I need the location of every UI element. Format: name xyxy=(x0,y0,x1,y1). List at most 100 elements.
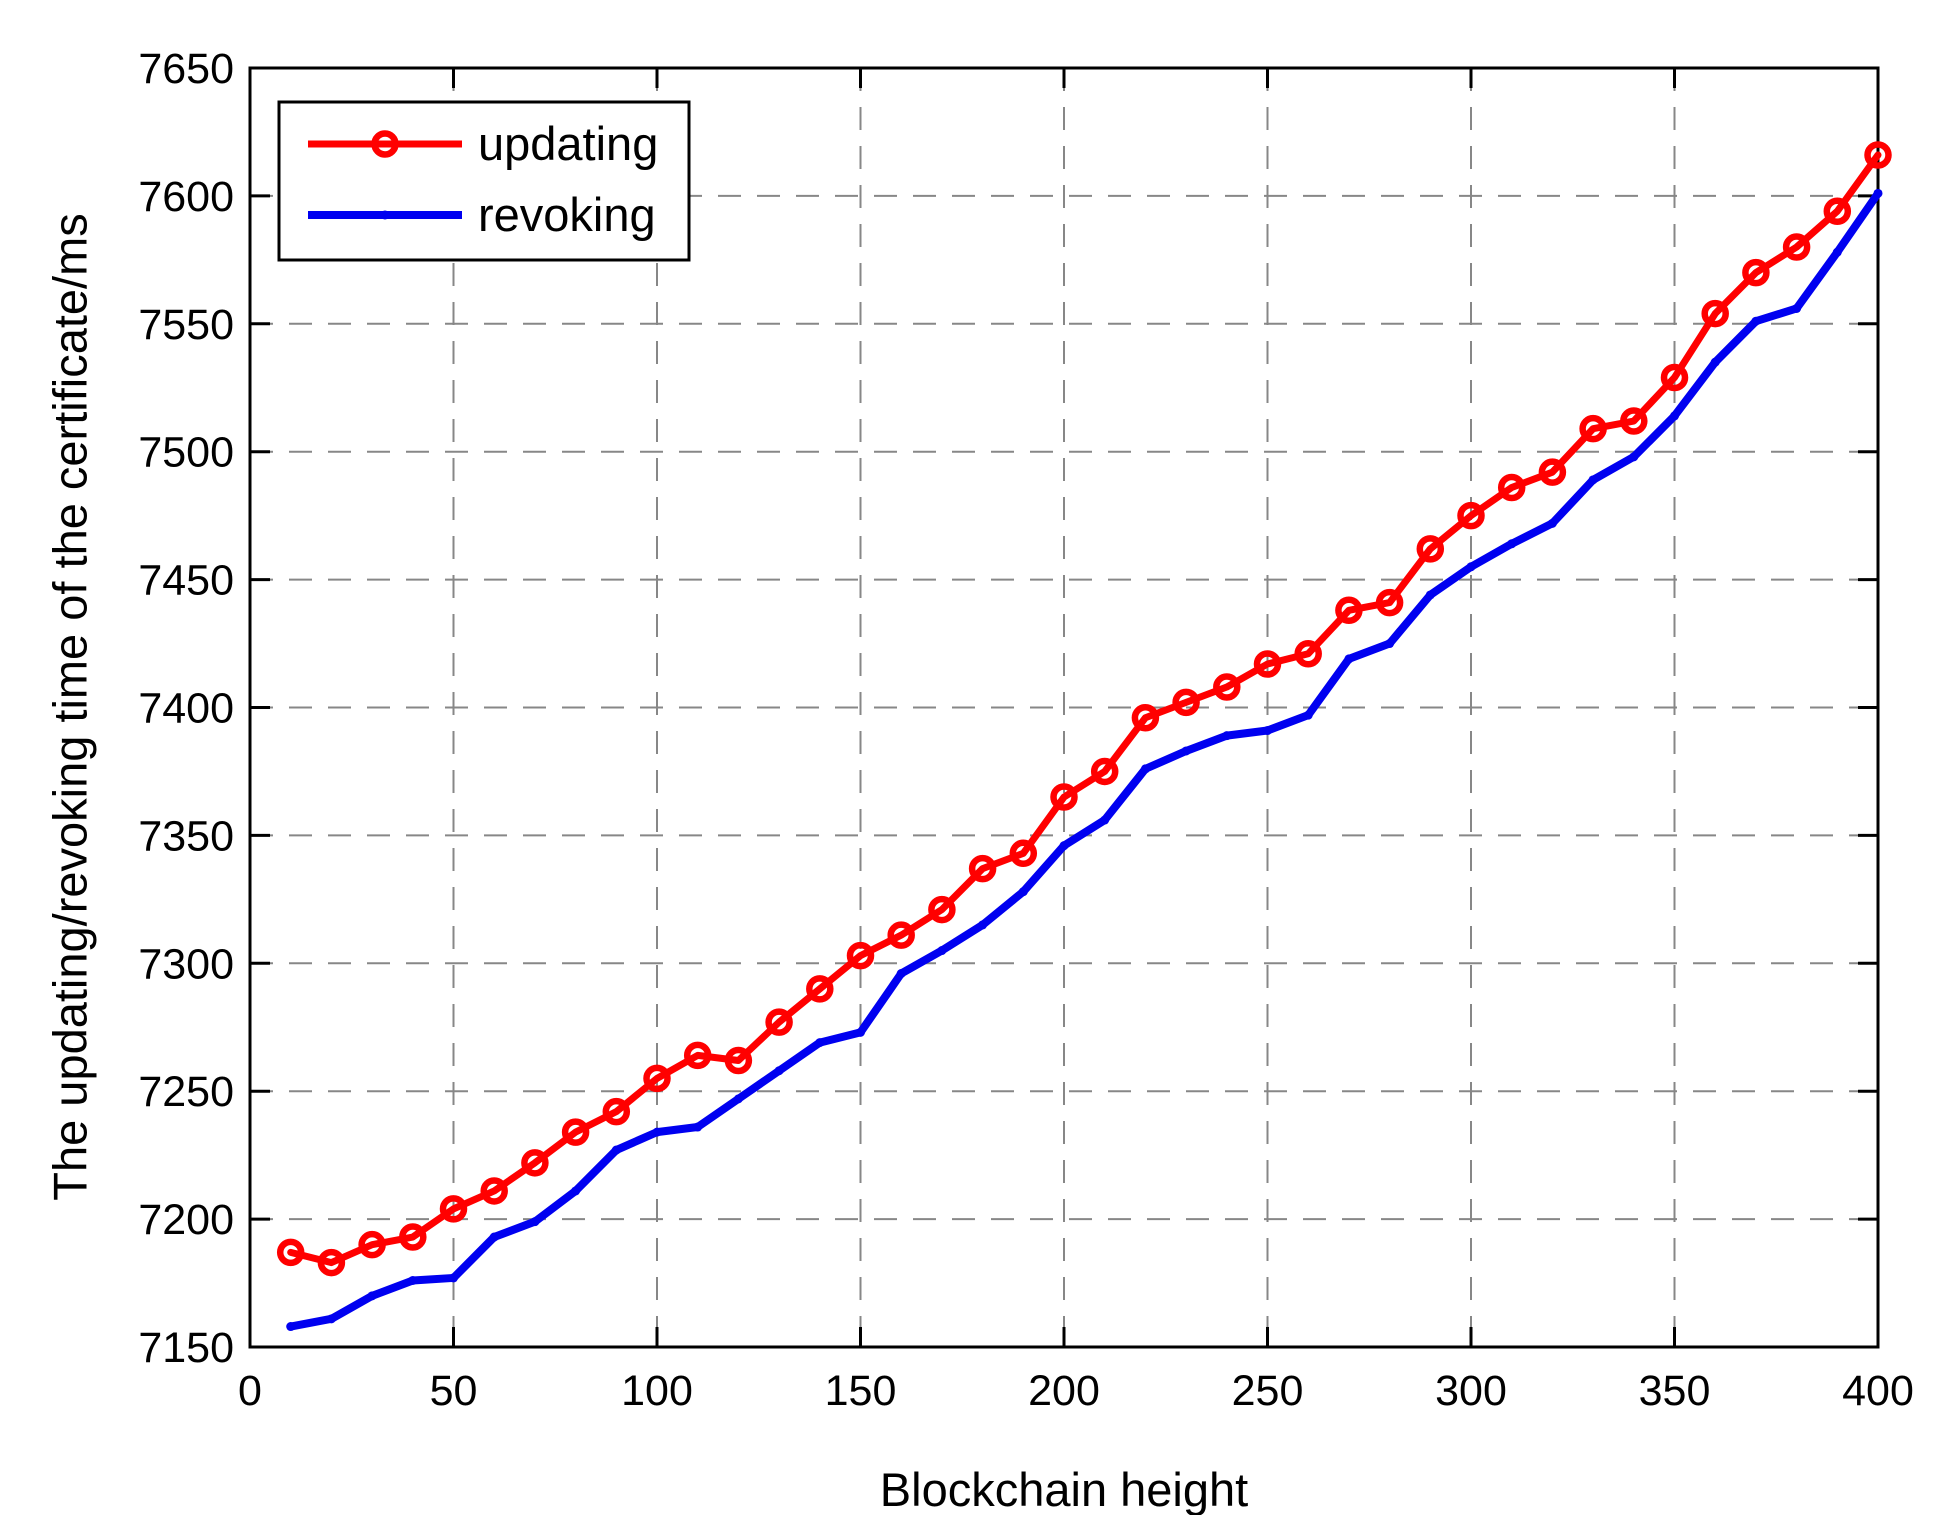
series-revoking-marker xyxy=(611,1145,621,1155)
x-tick-label: 350 xyxy=(1639,1367,1711,1415)
x-tick-label: 400 xyxy=(1842,1367,1914,1415)
y-tick-label: 7350 xyxy=(138,812,234,860)
series-revoking-marker xyxy=(937,946,947,956)
y-tick-label: 7600 xyxy=(138,173,234,221)
series-revoking-marker xyxy=(1181,746,1191,756)
series-updating-marker xyxy=(1335,596,1363,625)
series-updating-marker xyxy=(1416,535,1445,563)
series-updating-marker xyxy=(1050,783,1078,811)
series-updating-marker xyxy=(602,1097,631,1126)
series-updating-marker xyxy=(1579,414,1607,443)
series-updating-marker xyxy=(561,1118,590,1146)
series-revoking-marker xyxy=(1100,815,1110,825)
series-revoking-marker xyxy=(449,1273,458,1283)
series-revoking-marker xyxy=(1832,247,1842,257)
series-updating-marker xyxy=(1375,588,1404,617)
series-updating-marker xyxy=(1131,703,1160,732)
series-updating-marker xyxy=(480,1177,508,1205)
legend-box xyxy=(277,100,691,262)
series-updating-marker xyxy=(358,1230,386,1259)
series-updating-marker xyxy=(887,921,915,949)
series-revoking-marker xyxy=(733,1094,743,1104)
series-revoking-marker xyxy=(367,1291,377,1301)
series-revoking-marker xyxy=(693,1122,703,1132)
series-revoking-marker xyxy=(1344,654,1354,664)
series-revoking-marker xyxy=(1385,639,1395,649)
series-revoking-marker xyxy=(1670,411,1679,421)
series-revoking-marker xyxy=(896,969,906,979)
y-tick-label: 7550 xyxy=(138,301,234,349)
y-tick-label: 7250 xyxy=(138,1068,234,1116)
series-revoking-marker xyxy=(1792,303,1802,313)
x-tick-label: 150 xyxy=(825,1367,897,1415)
series-updating-marker xyxy=(1090,757,1119,786)
series-updating-marker xyxy=(317,1248,346,1277)
legend-label-updating: updating xyxy=(478,117,658,170)
y-tick-label: 7200 xyxy=(138,1196,234,1244)
series-updating-marker xyxy=(928,895,956,924)
series-revoking-marker xyxy=(1629,452,1639,462)
series-updating-marker xyxy=(1172,688,1200,717)
series-revoking-marker xyxy=(978,920,988,930)
series-updating-marker xyxy=(276,1238,305,1267)
series-updating-marker xyxy=(765,1008,793,1036)
y-tick-label: 7150 xyxy=(138,1324,234,1372)
series-updating-line xyxy=(287,151,1882,1267)
legend-sample-marker xyxy=(380,210,390,220)
series-updating-marker xyxy=(1457,501,1485,530)
x-tick-label: 300 xyxy=(1435,1367,1507,1415)
series-revoking-marker xyxy=(1547,518,1557,528)
series-updating-marker xyxy=(1742,258,1770,287)
series-revoking-marker xyxy=(286,1322,296,1332)
series-updating-marker xyxy=(439,1195,468,1223)
y-tick-label: 7650 xyxy=(138,45,234,93)
series-revoking-marker xyxy=(1710,357,1720,367)
series-updating-marker xyxy=(683,1041,712,1070)
series-updating-marker xyxy=(1782,233,1811,261)
series-revoking-marker xyxy=(652,1127,662,1137)
series-revoking-line xyxy=(286,189,1882,1331)
series-updating-marker xyxy=(846,941,875,970)
series-revoking-marker xyxy=(530,1217,540,1227)
series-revoking-marker xyxy=(856,1027,865,1037)
series-revoking-marker xyxy=(489,1232,499,1242)
series-revoking-marker xyxy=(1263,726,1272,736)
legend-sample-marker xyxy=(371,130,399,158)
series-revoking-marker xyxy=(1751,316,1761,326)
series-updating-marker xyxy=(1497,473,1526,502)
series-revoking-marker xyxy=(1466,562,1476,572)
y-axis-title: The updating/revoking time of the certif… xyxy=(43,213,97,1201)
x-tick-label: 100 xyxy=(621,1367,693,1415)
series-revoking-marker xyxy=(1425,590,1435,600)
series-updating-marker xyxy=(1823,197,1852,225)
y-tick-label: 7500 xyxy=(138,429,234,477)
series-updating-marker xyxy=(1620,407,1648,435)
x-tick-label: 250 xyxy=(1232,1367,1304,1415)
series-updating-marker xyxy=(1864,141,1892,169)
series-revoking-marker xyxy=(1140,764,1150,774)
series-updating-marker xyxy=(399,1223,427,1251)
x-axis-title: Blockchain height xyxy=(879,1463,1249,1515)
series-updating-marker xyxy=(1253,650,1282,678)
series-revoking-marker xyxy=(1059,841,1069,851)
series-revoking-marker xyxy=(1018,887,1028,897)
series-revoking-marker xyxy=(774,1066,784,1076)
series-updating-marker xyxy=(806,975,834,1003)
series-revoking-marker xyxy=(1507,539,1517,549)
series-revoking-marker xyxy=(408,1275,418,1285)
x-tick-label: 0 xyxy=(238,1367,262,1415)
series-updating-marker xyxy=(1009,839,1038,868)
series-updating-marker xyxy=(1701,299,1729,328)
legend-label-revoking: revoking xyxy=(478,188,656,241)
series-updating-marker xyxy=(643,1064,671,1093)
series-updating-marker xyxy=(724,1046,753,1075)
y-tick-label: 7450 xyxy=(138,557,234,605)
series-updating-marker xyxy=(521,1149,549,1177)
series-revoking-marker xyxy=(1588,475,1598,485)
series-updating-marker xyxy=(1294,640,1322,668)
series-revoking-marker xyxy=(815,1038,825,1048)
series-updating-marker xyxy=(1538,458,1567,486)
series-revoking-marker xyxy=(1222,731,1232,741)
